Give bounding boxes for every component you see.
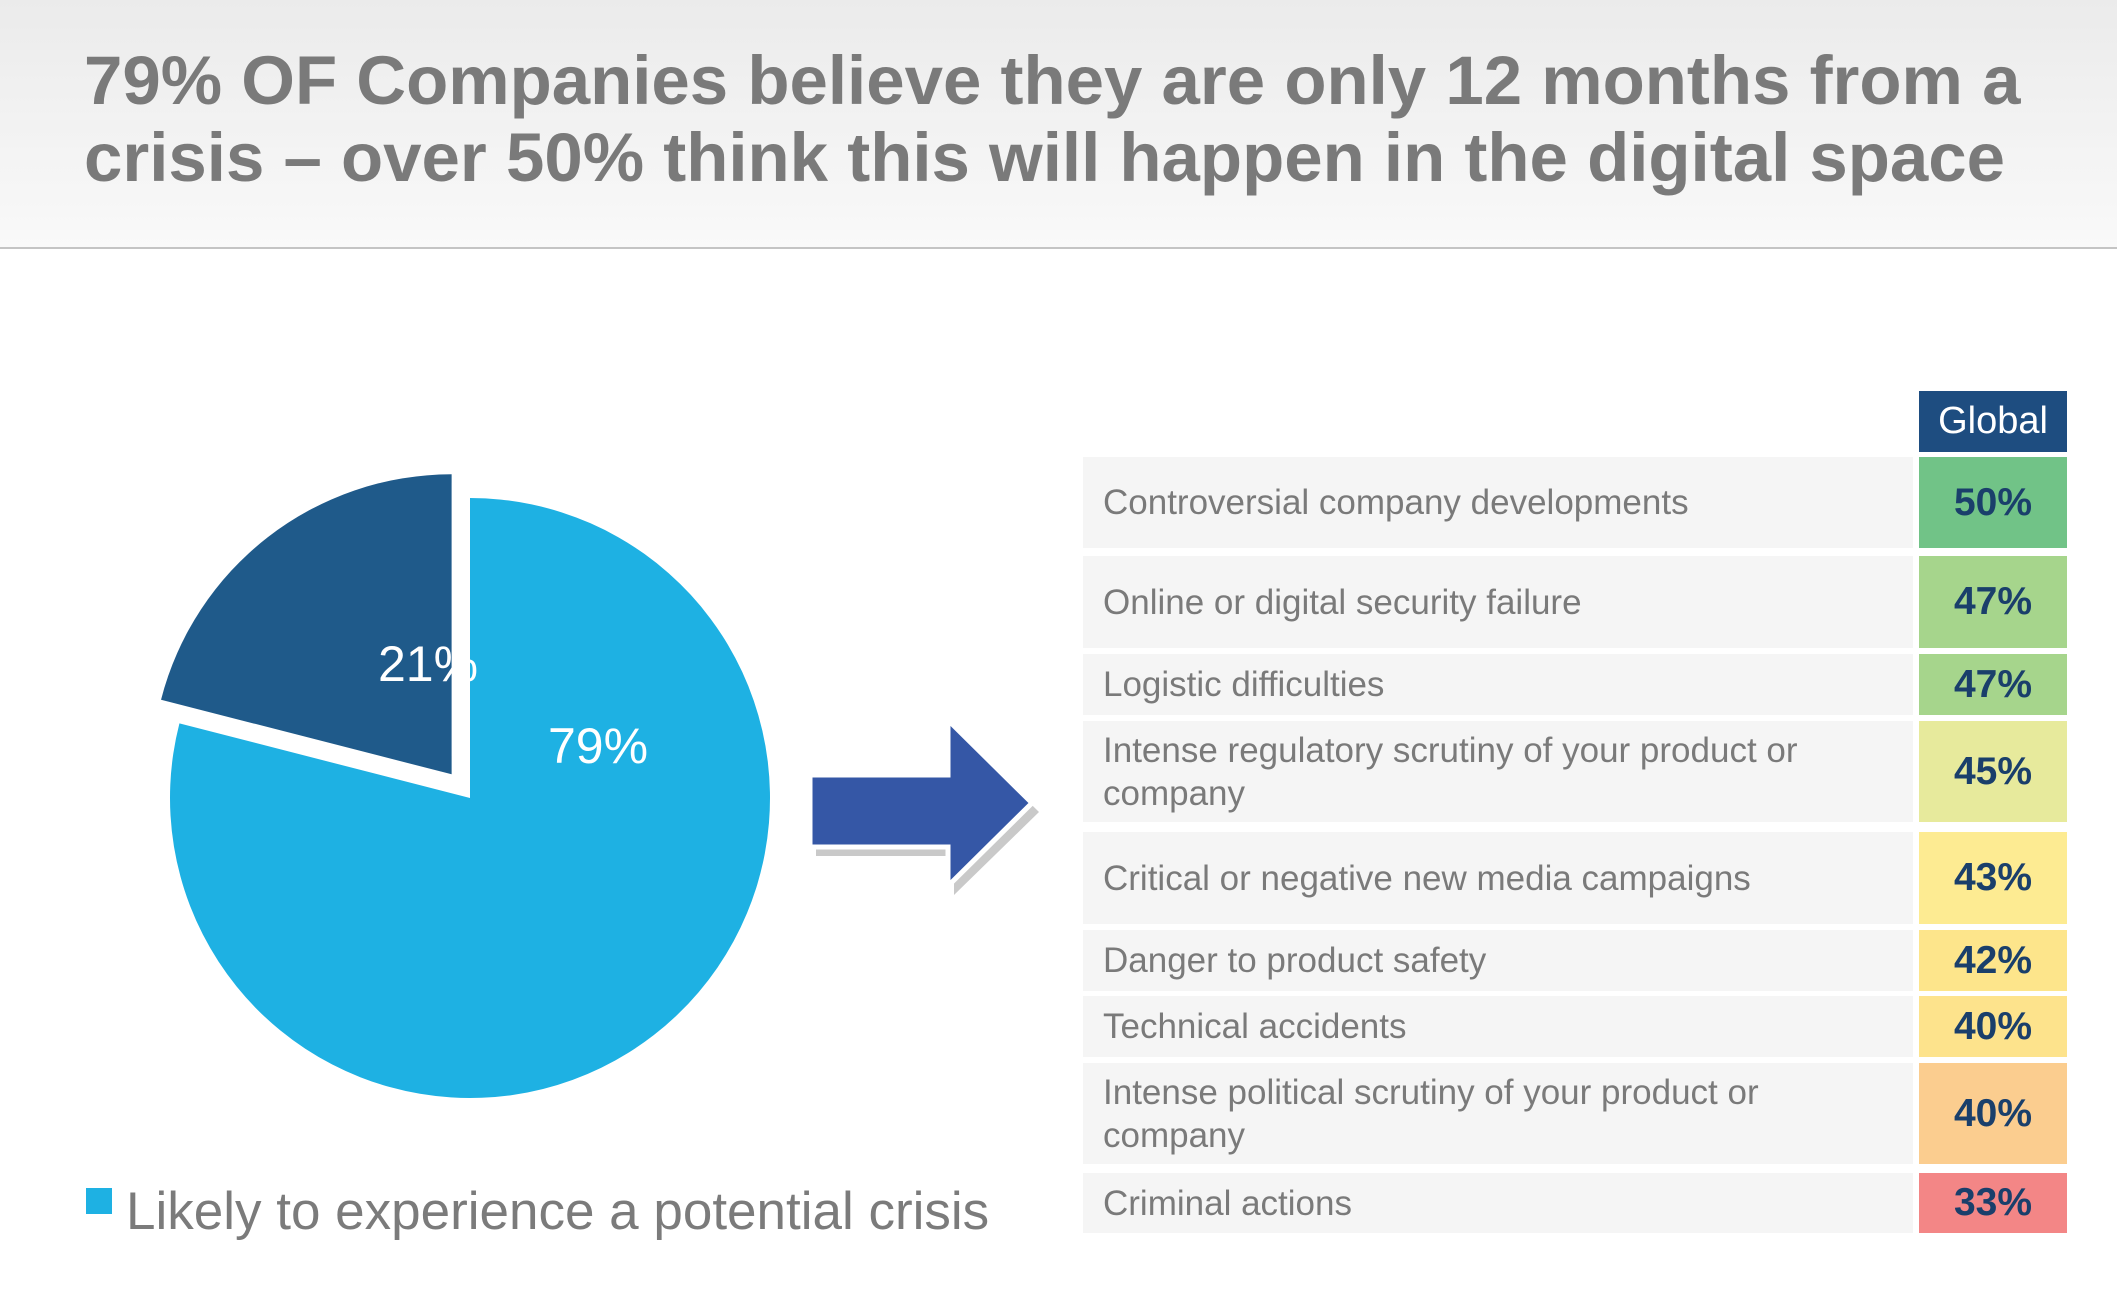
slide-title: 79% OF Companies believe they are only 1…	[84, 42, 2021, 196]
table-row-value: 45%	[1919, 721, 2067, 822]
table-row-label: Controversial company developments	[1083, 457, 1913, 548]
table-row-value: 40%	[1919, 1063, 2067, 1164]
table-row-value: 47%	[1919, 556, 2067, 648]
pie-labels: 79% 21%	[378, 636, 648, 774]
table-row-label: Online or digital security failure	[1083, 556, 1913, 648]
pie-slice-21pct	[161, 474, 452, 775]
table-row-value: 33%	[1919, 1173, 2067, 1233]
row-label-text: Logistic difficulties	[1103, 665, 1385, 704]
table-row-value: 50%	[1919, 457, 2067, 548]
row-label-text: Critical or negative new media campaigns	[1103, 858, 1751, 898]
table-row-value: 47%	[1919, 654, 2067, 715]
legend-swatch	[86, 1188, 112, 1214]
table-row-value: 40%	[1919, 996, 2067, 1057]
row-label-text: Intense regulatory scrutiny of your prod…	[1103, 730, 1798, 813]
row-label-text: Controversial company developments	[1103, 483, 1689, 522]
table-row-label: Critical or negative new media campaigns	[1083, 832, 1913, 924]
table-row-label: Intense regulatory scrutiny of your prod…	[1083, 721, 1913, 822]
table-row-label: Criminal actions	[1083, 1173, 1913, 1233]
pie-data-label: 21%	[378, 636, 478, 692]
row-label-text: Danger to product safety	[1103, 941, 1487, 980]
row-label-text: Intense political scrutiny of your produ…	[1103, 1072, 1759, 1155]
row-label-text: Technical accidents	[1103, 1007, 1407, 1046]
pie-slice-79pct	[170, 498, 771, 1098]
table-row-label: Technical accidents	[1083, 996, 1913, 1057]
row-label-text: Online or digital security failure	[1103, 582, 1582, 622]
right-arrow-icon	[807, 714, 1039, 895]
table-row-value: 42%	[1919, 930, 2067, 991]
row-label-text: Criminal actions	[1103, 1183, 1352, 1223]
title-bar: 79% OF Companies believe they are only 1…	[0, 0, 2117, 249]
pie-data-label: 79%	[548, 718, 648, 774]
pie-slices	[161, 474, 771, 1098]
table-row-label: Intense political scrutiny of your produ…	[1083, 1063, 1913, 1164]
column-header-global: Global	[1919, 391, 2067, 452]
table-row-label: Logistic difficulties	[1083, 654, 1913, 715]
table-row-value: 43%	[1919, 832, 2067, 924]
pie-legend: Likely to experience a potential crisis	[86, 1181, 990, 1241]
table-row-label: Danger to product safety	[1083, 930, 1913, 991]
legend-label: Likely to experience a potential crisis	[126, 1181, 990, 1241]
